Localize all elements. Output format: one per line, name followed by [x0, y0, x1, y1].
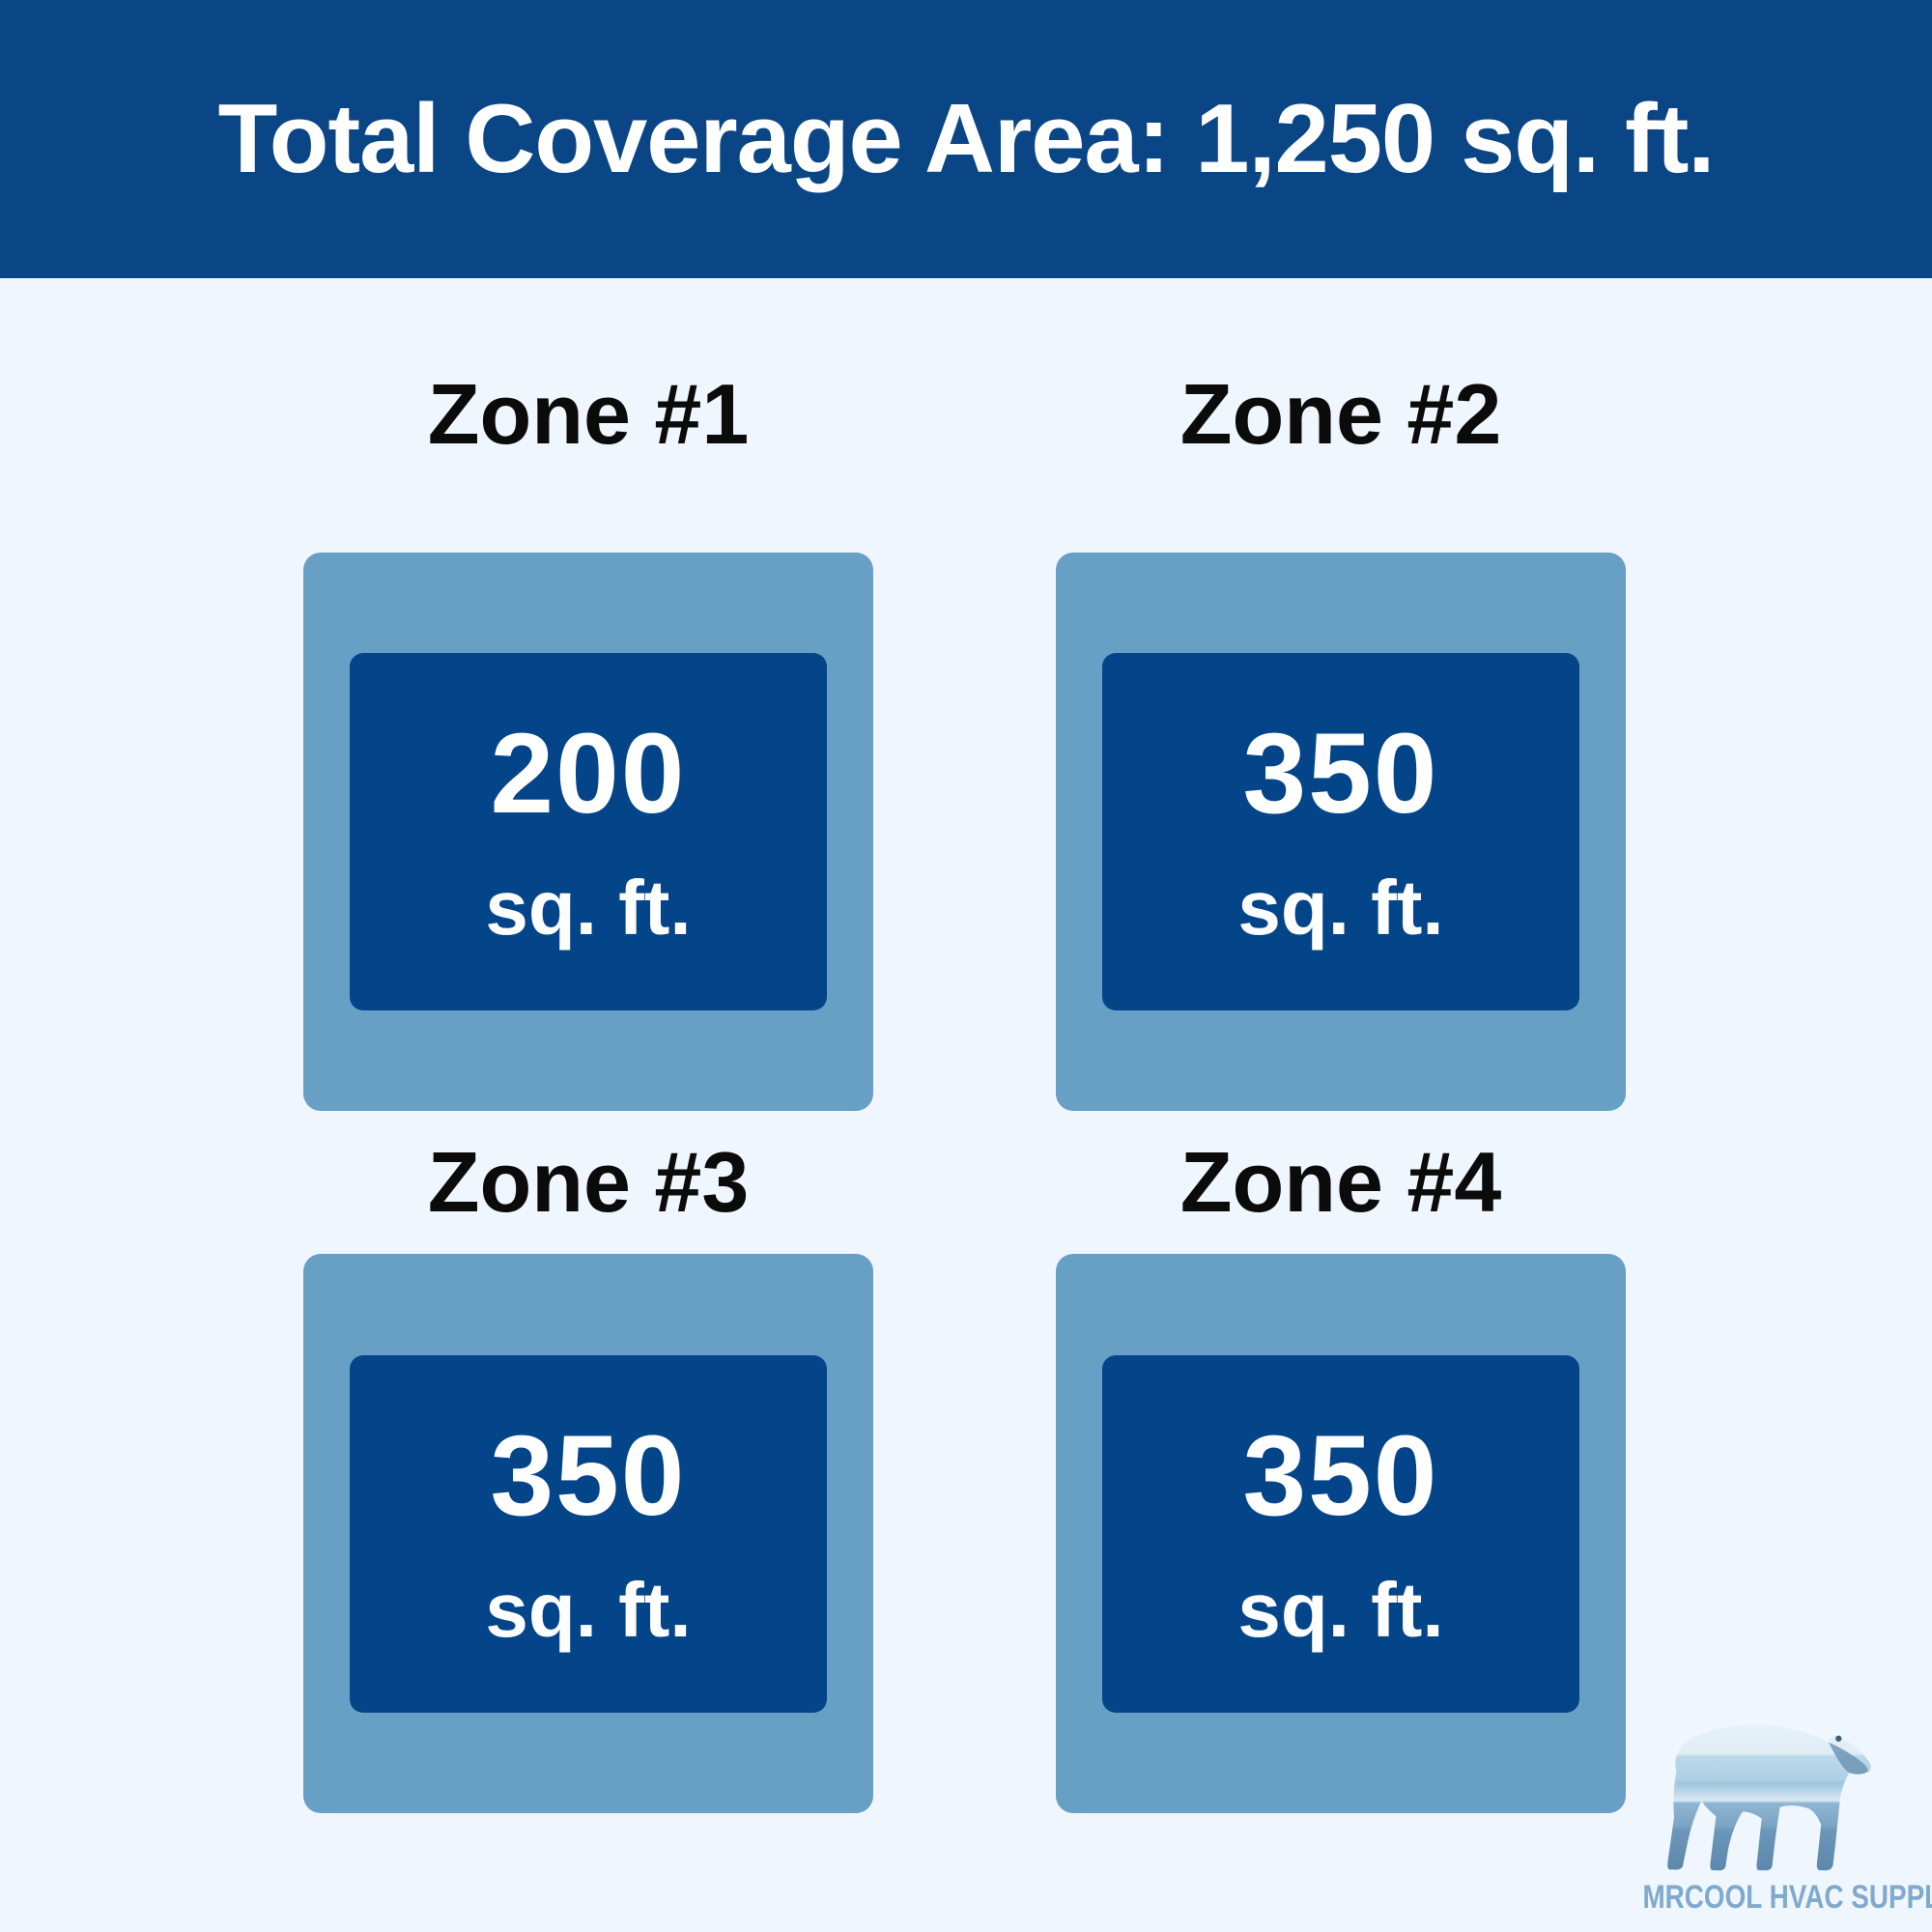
brand-name: MRCOOL HVAC SUPPLY	[1642, 1879, 1932, 1916]
zone-4-card: 350 sq. ft.	[1056, 1254, 1626, 1813]
zone-3-label: Zone #3	[427, 1134, 750, 1230]
zone-3-value: 350	[490, 1411, 687, 1540]
zone-1-unit: sq. ft.	[485, 865, 692, 951]
polar-bear-icon	[1667, 1724, 1871, 1871]
zone-1-value: 200	[490, 710, 687, 838]
zone-2-area-panel: 350 sq. ft.	[1102, 653, 1579, 1010]
page-title: Total Coverage Area: 1,250 sq. ft.	[217, 84, 1716, 193]
zone-1-label: Zone #1	[427, 366, 750, 462]
zone-1-area-panel: 200 sq. ft.	[350, 653, 827, 1010]
zone-4-area-panel: 350 sq. ft.	[1102, 1354, 1579, 1713]
brand-logo: MRCOOL HVAC SUPPLY	[1615, 1698, 1932, 1916]
zone-4-value: 350	[1242, 1411, 1439, 1540]
zone-3-card: 350 sq. ft.	[303, 1254, 873, 1813]
zone-2-card: 350 sq. ft.	[1056, 553, 1626, 1111]
zone-4-unit: sq. ft.	[1237, 1566, 1444, 1653]
zone-3-area-panel: 350 sq. ft.	[350, 1354, 827, 1713]
header-banner: Total Coverage Area: 1,250 sq. ft.	[0, 0, 1932, 278]
zone-1-card: 200 sq. ft.	[303, 553, 873, 1111]
zone-4-label: Zone #4	[1179, 1134, 1502, 1230]
zone-3-unit: sq. ft.	[485, 1566, 692, 1653]
zone-2-unit: sq. ft.	[1237, 865, 1444, 951]
zone-2-label: Zone #2	[1179, 366, 1502, 462]
zone-2-value: 350	[1242, 710, 1439, 838]
